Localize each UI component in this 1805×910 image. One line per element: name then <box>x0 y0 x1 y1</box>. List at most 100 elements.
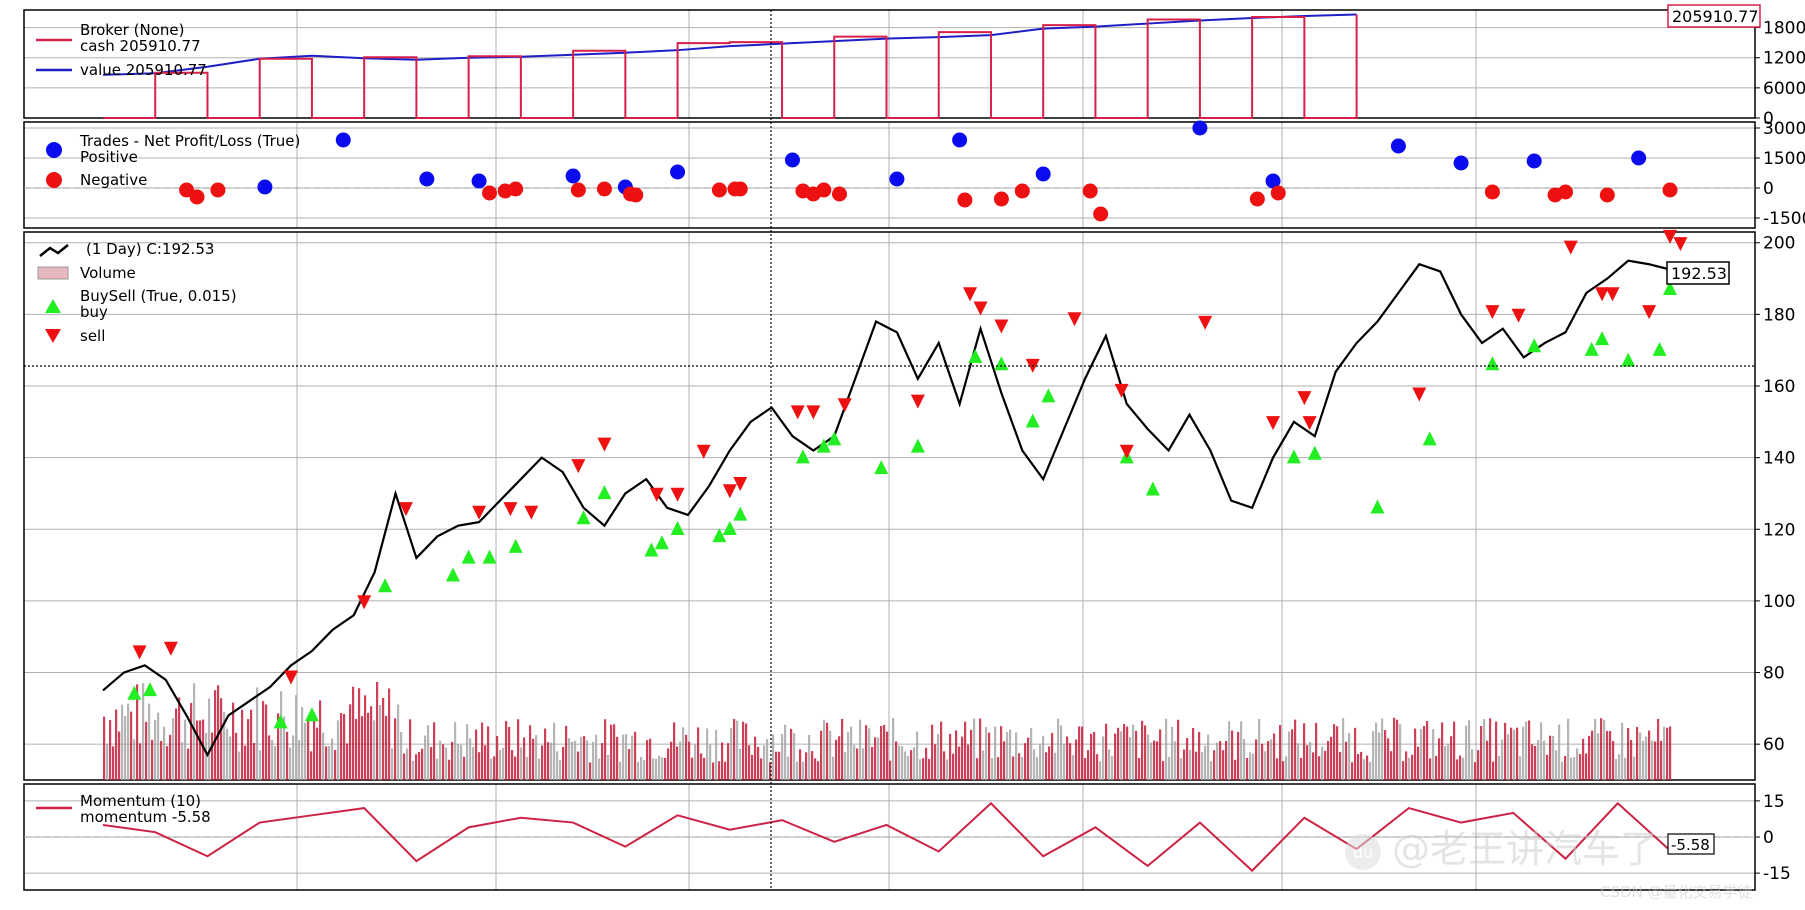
volume-bar <box>1534 746 1537 780</box>
volume-bar <box>679 741 682 780</box>
volume-bar <box>907 755 910 780</box>
buy-marker <box>1286 449 1301 464</box>
volume-bar <box>1270 739 1273 780</box>
volume-bar <box>1309 741 1312 780</box>
volume-bar <box>1312 752 1315 780</box>
volume-bar <box>295 695 298 780</box>
volume-bar <box>562 746 565 780</box>
volume-bar <box>298 740 301 780</box>
volume-bar <box>565 725 568 780</box>
volume-bar <box>1621 722 1624 780</box>
volume-bar <box>1210 761 1213 780</box>
volume-bar <box>649 738 652 780</box>
volume-bar <box>115 709 118 780</box>
last-value-box <box>1667 4 1761 28</box>
volume-bar <box>133 739 136 780</box>
buy-marker <box>968 349 983 364</box>
volume-bar <box>595 734 598 780</box>
volume-bar <box>409 719 412 780</box>
volume-bar <box>112 746 115 780</box>
sell-marker <box>571 459 586 474</box>
trade-negative-point <box>570 182 586 198</box>
volume-bar <box>466 724 469 780</box>
volume-bar <box>256 687 259 780</box>
volume-bar <box>1267 741 1270 780</box>
sell-marker <box>1198 315 1213 330</box>
volume-bar <box>958 746 961 780</box>
volume-bar <box>1285 756 1288 780</box>
volume-bar <box>898 745 901 780</box>
buy-marker <box>670 520 685 535</box>
sell-marker <box>1266 416 1281 431</box>
volume-bar <box>934 744 937 780</box>
volume-bar <box>1342 718 1345 780</box>
volume-bar <box>1465 725 1468 780</box>
volume-bar <box>493 756 496 780</box>
volume-bar <box>241 709 244 780</box>
volume-bar <box>730 728 733 780</box>
watermark-handle: @老王讲汽车了 <box>1392 827 1658 871</box>
buy-marker <box>1041 388 1056 403</box>
volume-bar <box>1024 743 1027 780</box>
volume-bar <box>1159 729 1162 780</box>
momentum-line <box>102 801 1671 873</box>
legend-value-label: value 205910.77 <box>80 61 207 79</box>
volume-bar <box>1585 753 1588 780</box>
volume-bar <box>499 750 502 780</box>
volume-bar <box>289 747 292 780</box>
volume-bar <box>1513 729 1516 780</box>
volume-bar <box>1147 734 1150 780</box>
volume-bar <box>235 732 238 780</box>
volume-bar <box>1486 740 1489 780</box>
volume-bar <box>1450 736 1453 780</box>
volume-bar <box>1336 726 1339 780</box>
volume-bar <box>1240 721 1243 780</box>
legend-buysell-title: BuySell (True, 0.015) <box>80 287 237 305</box>
volume-bar <box>1126 726 1129 780</box>
volume-bar <box>184 719 187 780</box>
trade-positive-point <box>1192 120 1208 136</box>
volume-bar <box>1306 745 1309 780</box>
volume-bar <box>655 758 658 780</box>
volume-bar <box>196 720 199 780</box>
volume-bar <box>103 716 106 780</box>
volume-bar <box>757 746 760 780</box>
volume-bar <box>343 713 346 780</box>
volume-bar <box>181 742 184 780</box>
volume-bar <box>1291 729 1294 780</box>
volume-bar <box>1288 731 1291 780</box>
volume-bar <box>277 713 280 780</box>
volume-bar <box>628 749 631 780</box>
volume-bar <box>736 720 739 780</box>
volume-bar <box>523 737 526 780</box>
volume-bar <box>973 718 976 780</box>
volume-bar <box>271 739 274 780</box>
volume-bar <box>325 746 328 780</box>
volume-bar <box>1630 740 1633 780</box>
last-value-text: 192.53 <box>1671 264 1727 283</box>
legend-positive-label: Positive <box>80 148 138 166</box>
volume-bar <box>355 718 358 780</box>
volume-bar <box>904 751 907 780</box>
watermark-footer: CSDN @量化交易学徒 <box>1600 883 1753 901</box>
volume-bar <box>511 750 514 780</box>
volume-bar <box>664 757 667 780</box>
volume-bar <box>1468 720 1471 780</box>
volume-bar <box>1348 732 1351 780</box>
volume-bar <box>1153 740 1156 780</box>
volume-bar <box>1426 721 1429 780</box>
volume-bar <box>610 724 613 780</box>
volume-bar <box>1051 732 1054 780</box>
volume-bar <box>703 757 706 780</box>
volume-bar <box>163 726 166 780</box>
volume-bar <box>1276 758 1279 780</box>
volume-bar <box>1645 736 1648 780</box>
trade-positive-point <box>471 173 487 189</box>
volume-bar <box>691 757 694 780</box>
volume-bar <box>376 681 379 780</box>
volume-bar <box>238 751 241 780</box>
volume-bar <box>1123 723 1126 780</box>
volume-bar <box>1642 740 1645 780</box>
volume-bar <box>796 761 799 780</box>
